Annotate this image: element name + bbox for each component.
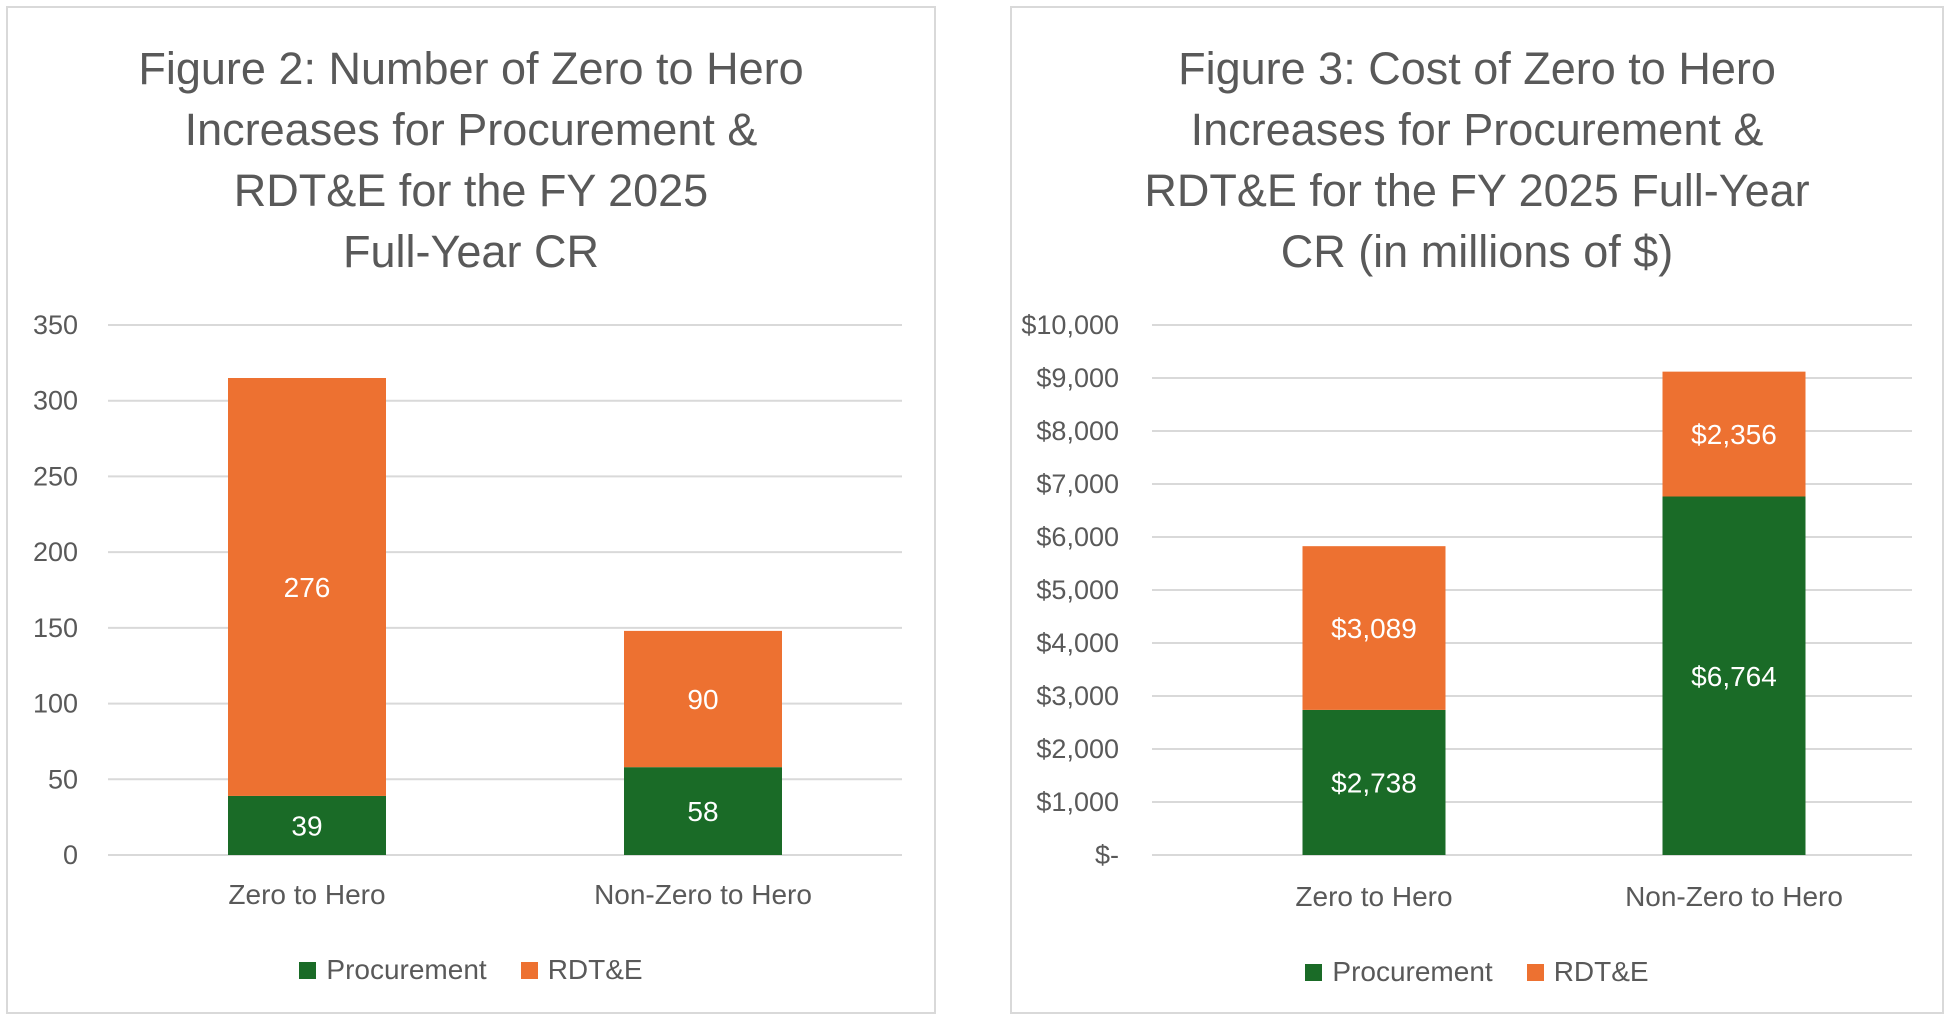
x-category-label: Non-Zero to Hero: [1625, 881, 1843, 912]
legend-item-rdte: RDT&E: [1526, 956, 1649, 988]
y-tick-label: 100: [33, 689, 78, 719]
legend-item-rdte: RDT&E: [520, 954, 643, 986]
data-label: $6,764: [1691, 661, 1777, 692]
y-tick-label: 0: [63, 840, 78, 870]
legend-swatch-procurement: [299, 961, 317, 979]
chart-title-line: Full-Year CR: [343, 226, 599, 277]
bar-segment-rdte: [1662, 371, 1806, 497]
chart-plot-area: 0 50 100 150 200 250 300 350 39 276 Zero to Hero 58…: [33, 310, 902, 910]
y-tick-label: $-: [1095, 840, 1119, 870]
chart-legend: Procurement RDT&E: [1012, 956, 1942, 988]
y-tick-label: 300: [33, 386, 78, 416]
bar-segment-rdte: [1302, 546, 1446, 710]
y-tick-label: 250: [33, 461, 78, 491]
data-label: 58: [687, 796, 718, 827]
y-tick-label: 50: [48, 764, 78, 794]
legend-label: RDT&E: [547, 954, 643, 985]
y-tick-label: $2,000: [1036, 734, 1119, 764]
x-category-label: Non-Zero to Hero: [594, 879, 812, 910]
chart-panel-figure-2: Figure 2: Number of Zero to Hero Increas…: [6, 6, 936, 1014]
x-category-label: Zero to Hero: [228, 879, 385, 910]
chart-panel-figure-3: Figure 3: Cost of Zero to Hero Increases…: [1010, 6, 1944, 1014]
bar-segment-rdte: [624, 630, 782, 768]
y-tick-label: $1,000: [1036, 787, 1119, 817]
y-tick-label: 350: [33, 310, 78, 340]
chart-title-line: Increases for Procurement &: [1190, 104, 1764, 155]
y-tick-label: $8,000: [1036, 416, 1119, 446]
data-label: $2,738: [1331, 767, 1417, 798]
y-tick-label: $4,000: [1036, 628, 1119, 658]
y-tick-label: 200: [33, 537, 78, 567]
legend-label: RDT&E: [1553, 956, 1649, 987]
bar-segment-procurement: [1302, 709, 1446, 855]
chart-title-line: RDT&E for the FY 2025 Full-Year: [1144, 165, 1810, 216]
data-label: 90: [687, 684, 718, 715]
x-category-label: Zero to Hero: [1295, 881, 1452, 912]
y-tick-label: $6,000: [1036, 522, 1119, 552]
y-tick-label: $10,000: [1021, 310, 1119, 340]
legend-swatch-rdte: [520, 961, 538, 979]
y-tick-label: 150: [33, 613, 78, 643]
legend-label: Procurement: [326, 954, 487, 985]
legend-item-procurement: Procurement: [1305, 956, 1493, 988]
legend-swatch-procurement: [1305, 963, 1323, 981]
chart-title-line: Increases for Procurement &: [184, 104, 758, 155]
y-tick-label: $3,000: [1036, 681, 1119, 711]
chart-title-line: Figure 2: Number of Zero to Hero: [138, 43, 804, 94]
y-tick-label: $9,000: [1036, 363, 1119, 393]
legend-label: Procurement: [1332, 956, 1493, 987]
chart-title: Figure 2: Number of Zero to Hero Increas…: [8, 38, 934, 282]
chart-plot-area: $- $1,000 $2,000 $3,000 $4,000 $5,000 $6,000 $7…: [1021, 310, 1912, 912]
legend-item-procurement: Procurement: [299, 954, 487, 986]
chart-title-line: Figure 3: Cost of Zero to Hero: [1178, 43, 1776, 94]
bar-segment-procurement: [624, 767, 782, 855]
chart-title-line: RDT&E for the FY 2025: [233, 165, 709, 216]
chart-legend: Procurement RDT&E: [8, 954, 934, 986]
data-label: $2,356: [1691, 419, 1777, 450]
bar-segment-procurement: [228, 795, 386, 855]
chart-title-line: CR (in millions of $): [1280, 226, 1674, 277]
data-label: $3,089: [1331, 613, 1417, 644]
chart-title: Figure 3: Cost of Zero to Hero Increases…: [1012, 38, 1942, 282]
bar-segment-rdte: [228, 378, 386, 796]
legend-swatch-rdte: [1526, 963, 1544, 981]
y-tick-label: $5,000: [1036, 575, 1119, 605]
data-label: 39: [291, 810, 322, 841]
y-tick-label: $7,000: [1036, 469, 1119, 499]
data-label: 276: [284, 572, 331, 603]
bar-segment-procurement: [1662, 496, 1806, 855]
